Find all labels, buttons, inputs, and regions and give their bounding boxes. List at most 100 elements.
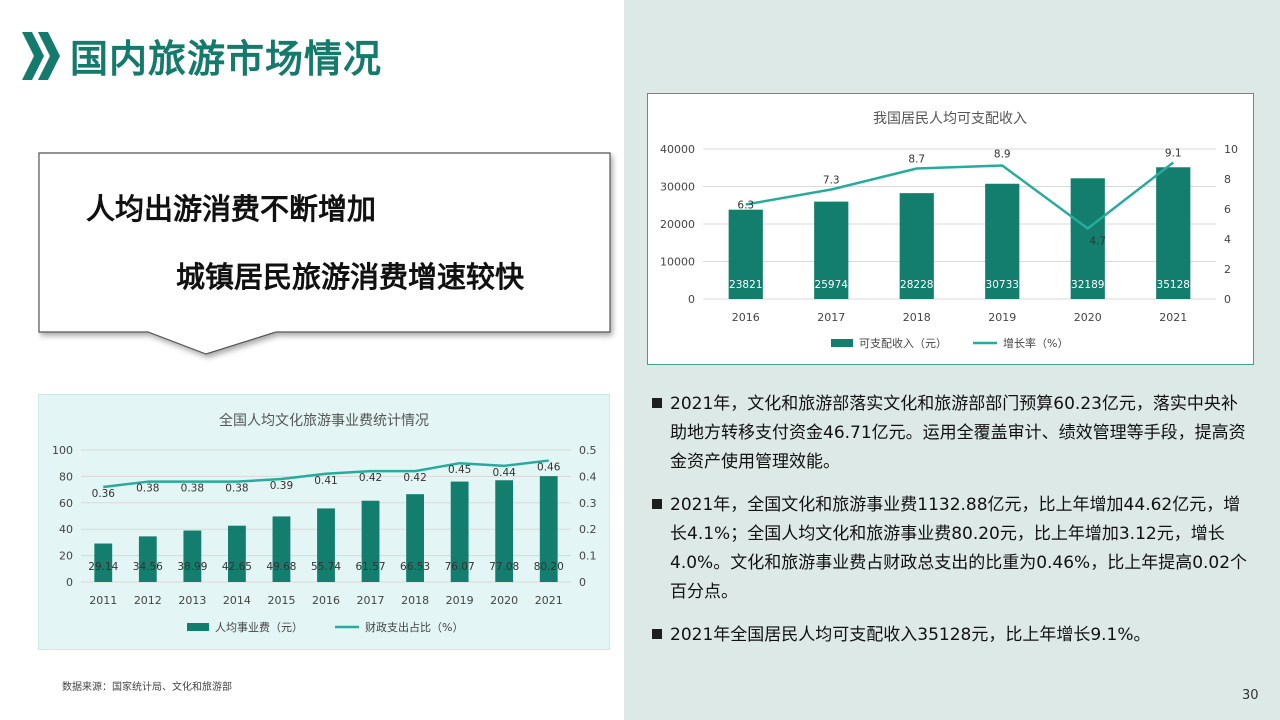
y2-tick-label: 0.2 bbox=[579, 523, 597, 536]
bullet-item: 2021年，文化和旅游部落实文化和旅游部部门预算60.23亿元，落实中央补助地方… bbox=[652, 390, 1252, 477]
x-tick-label: 2021 bbox=[535, 594, 563, 607]
callout-line-2: 城镇居民旅游消费增速较快 bbox=[176, 260, 525, 294]
x-tick-label: 2017 bbox=[357, 594, 385, 607]
bar bbox=[814, 201, 849, 299]
y-tick-label: 40000 bbox=[660, 143, 695, 156]
bar-value-label: 55.74 bbox=[311, 561, 341, 573]
y-tick-label: 20 bbox=[59, 550, 73, 563]
y2-tick-label: 10 bbox=[1224, 143, 1238, 156]
line-value-label: 0.42 bbox=[359, 472, 382, 484]
x-tick-label: 2013 bbox=[178, 594, 206, 607]
y2-tick-label: 2 bbox=[1224, 263, 1231, 276]
bar-value-label: 76.07 bbox=[445, 561, 475, 573]
bar-value-label: 77.08 bbox=[489, 561, 519, 573]
bar bbox=[728, 209, 763, 299]
y-tick-label: 40 bbox=[59, 523, 73, 536]
bar-value-label: 25974 bbox=[815, 279, 849, 291]
legend-line-label: 财政支出占比（%） bbox=[365, 620, 463, 634]
bullet-square-icon bbox=[652, 499, 662, 509]
line-value-label: 0.38 bbox=[225, 483, 248, 495]
bar bbox=[985, 183, 1020, 299]
line-value-label: 0.44 bbox=[492, 467, 516, 479]
y2-tick-label: 4 bbox=[1224, 233, 1231, 246]
legend-bar-label: 可支配收入（元） bbox=[859, 336, 947, 350]
y2-tick-label: 0 bbox=[579, 576, 586, 589]
callout-box bbox=[38, 152, 611, 355]
legend-bar-label: 人均事业费（元） bbox=[215, 621, 303, 634]
bar bbox=[899, 193, 934, 299]
x-tick-label: 2016 bbox=[732, 311, 760, 324]
bar bbox=[317, 508, 335, 582]
culture-expense-chart-svg: 全国人均文化旅游事业费统计情况 0 20 40 60 80 100 0 0.1 0.2 0.3 0.4… bbox=[52, 412, 597, 634]
bar-value-label: 23821 bbox=[729, 279, 762, 291]
x-tick-label: 2012 bbox=[134, 594, 162, 607]
x-tick-label: 2020 bbox=[1074, 311, 1102, 324]
y2-tick-label: 0.5 bbox=[579, 444, 597, 457]
line-value-label: 0.38 bbox=[136, 483, 159, 495]
culture-expense-chart: 全国人均文化旅游事业费统计情况 0 20 40 60 80 100 0 0.1 0.2 0.3 0.4… bbox=[38, 394, 610, 650]
line-series bbox=[745, 161, 1175, 230]
legend-line-label: 增长率（%） bbox=[1003, 336, 1068, 350]
y2-tick-label: 6 bbox=[1224, 203, 1231, 216]
bar-value-label: 30733 bbox=[986, 279, 1019, 291]
bullet-text: 2021年，文化和旅游部落实文化和旅游部部门预算60.23亿元，落实中央补助地方… bbox=[670, 394, 1246, 472]
bar-value-label: 42.65 bbox=[222, 561, 252, 573]
page-number: 30 bbox=[1242, 688, 1259, 703]
bullet-item: 2021年全国居民人均可支配收入35128元，比上年增长9.1%。 bbox=[652, 621, 1252, 650]
line-value-label: 8.7 bbox=[908, 154, 925, 166]
bar-value-label: 29.14 bbox=[88, 561, 118, 573]
line-value-label: 0.39 bbox=[270, 480, 293, 492]
bar-value-label: 66.53 bbox=[400, 561, 430, 573]
line-value-label: 4.7 bbox=[1089, 236, 1106, 248]
income-chart-svg: 我国居民人均可支配收入 0 10000 20000 30000 40000 0 2 4 6 8 10 2… bbox=[660, 111, 1238, 350]
line-value-label: 7.3 bbox=[823, 175, 840, 187]
y-tick-label: 20000 bbox=[660, 218, 695, 231]
x-tick-label: 2019 bbox=[446, 594, 474, 607]
chart-title: 全国人均文化旅游事业费统计情况 bbox=[219, 412, 429, 429]
bullet-text: 2021年，全国文化和旅游事业费1132.88亿元，比上年增加44.62亿元，增… bbox=[670, 495, 1248, 602]
line-value-label: 0.38 bbox=[181, 483, 204, 495]
double-chevron-icon bbox=[22, 32, 60, 80]
x-tick-label: 2011 bbox=[89, 594, 117, 607]
line-value-label: 8.9 bbox=[994, 149, 1011, 161]
bar-value-label: 49.68 bbox=[266, 561, 296, 573]
x-tick-label: 2015 bbox=[267, 594, 295, 607]
bullet-item: 2021年，全国文化和旅游事业费1132.88亿元，比上年增加44.62亿元，增… bbox=[652, 491, 1252, 607]
bar bbox=[495, 480, 514, 582]
line-value-label: 9.1 bbox=[1165, 148, 1182, 160]
line-value-label: 0.36 bbox=[92, 488, 116, 500]
bar bbox=[183, 530, 202, 582]
y2-tick-label: 0 bbox=[1224, 293, 1231, 306]
line-series bbox=[103, 459, 549, 489]
x-tick-label: 2018 bbox=[903, 311, 931, 324]
bar bbox=[361, 500, 380, 582]
bar-value-label: 38.99 bbox=[177, 561, 207, 573]
legend-bar-swatch bbox=[187, 623, 209, 631]
bar bbox=[406, 494, 424, 582]
y-tick-label: 100 bbox=[52, 444, 73, 457]
bar-value-label: 61.57 bbox=[356, 561, 386, 573]
bar bbox=[138, 536, 157, 582]
bar bbox=[272, 516, 291, 582]
x-tick-label: 2016 bbox=[312, 594, 340, 607]
bar-value-label: 35128 bbox=[1157, 279, 1190, 291]
y-tick-label: 60 bbox=[59, 497, 73, 510]
y2-tick-label: 0.3 bbox=[579, 497, 597, 510]
chart-title: 我国居民人均可支配收入 bbox=[873, 111, 1027, 127]
y2-tick-label: 0.1 bbox=[579, 550, 597, 563]
line-value-label: 0.41 bbox=[314, 475, 337, 487]
bullet-list: 2021年，文化和旅游部落实文化和旅游部部门预算60.23亿元，落实中央补助地方… bbox=[652, 390, 1252, 664]
line-value-label: 0.46 bbox=[537, 462, 561, 474]
bar bbox=[539, 476, 558, 582]
bullet-square-icon bbox=[652, 629, 662, 639]
y-tick-label: 30000 bbox=[660, 181, 695, 194]
line-value-label: 6.3 bbox=[737, 200, 754, 212]
x-tick-label: 2018 bbox=[401, 594, 429, 607]
bar bbox=[94, 543, 113, 582]
bullet-square-icon bbox=[652, 398, 662, 408]
bar bbox=[1070, 178, 1105, 299]
line-value-label: 0.42 bbox=[403, 472, 426, 484]
x-tick-label: 2014 bbox=[223, 594, 251, 607]
data-source: 数据来源：国家统计局、文化和旅游部 bbox=[62, 682, 232, 693]
bar-value-label: 80.20 bbox=[534, 561, 564, 573]
